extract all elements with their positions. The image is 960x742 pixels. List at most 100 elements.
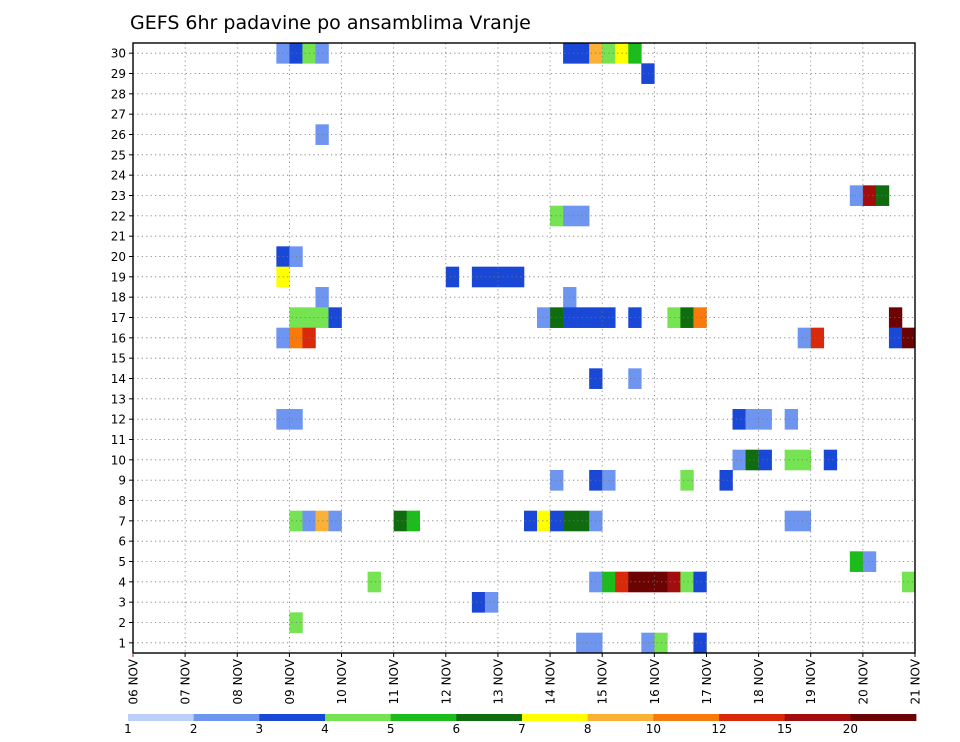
colorbar-tick-label: 15 xyxy=(777,722,792,736)
colorbar-swatch xyxy=(587,714,654,721)
x-tick-label: 11 NOV xyxy=(387,658,401,704)
precip-cell xyxy=(367,571,381,593)
colorbar-tick-label: 3 xyxy=(256,722,264,736)
precip-cell xyxy=(745,449,759,471)
precip-cell xyxy=(667,571,681,593)
colorbar-swatch xyxy=(259,714,326,721)
x-axis: 06 NOV 07 NOV 08 NOV 09 NOV 10 NOV 11 NOV 12 N… xyxy=(127,653,923,705)
x-tick-label: 10 NOV xyxy=(335,658,349,704)
y-axis: 1234567891011121314151617181920212223242… xyxy=(111,47,133,650)
precip-cell xyxy=(693,632,707,654)
y-tick-label: 11 xyxy=(111,433,126,447)
precip-cell xyxy=(550,510,564,532)
precip-cell xyxy=(732,409,746,430)
y-tick-label: 26 xyxy=(111,128,126,142)
y-tick-label: 18 xyxy=(111,291,126,305)
precip-cell xyxy=(901,571,916,593)
x-tick-label: 15 NOV xyxy=(596,658,610,704)
precip-cell xyxy=(654,571,668,593)
precip-cell xyxy=(810,327,825,349)
y-tick-label: 22 xyxy=(111,209,126,223)
precip-cell xyxy=(680,571,694,593)
y-tick-label: 12 xyxy=(111,413,126,427)
precip-cell xyxy=(315,510,329,532)
x-tick-label: 14 NOV xyxy=(544,658,558,704)
x-tick-label: 07 NOV xyxy=(179,658,193,704)
precip-cell xyxy=(484,592,499,613)
y-tick-label: 7 xyxy=(118,514,126,528)
precip-cell xyxy=(758,409,772,430)
precip-cell xyxy=(732,449,746,471)
precip-cell xyxy=(510,266,525,288)
precip-cell xyxy=(328,510,342,532)
precip-cell xyxy=(550,205,564,227)
precip-cell xyxy=(888,307,903,328)
y-tick-label: 16 xyxy=(111,331,126,345)
colorbar-tick-label: 7 xyxy=(518,722,526,736)
y-tick-label: 3 xyxy=(118,596,126,610)
x-tick-label: 18 NOV xyxy=(752,658,766,704)
colorbar-tick-label: 1 xyxy=(124,722,132,736)
colorbar-tick-label: 12 xyxy=(711,722,726,736)
precip-cell xyxy=(406,510,421,532)
precip-cell xyxy=(888,327,903,349)
colorbar-tick-label: 4 xyxy=(321,722,329,736)
y-tick-label: 4 xyxy=(118,575,126,589)
colorbar-tick-label: 8 xyxy=(584,722,592,736)
precip-cell xyxy=(654,632,668,654)
colorbar-tick-label: 10 xyxy=(646,722,661,736)
precip-cell xyxy=(680,307,694,328)
y-tick-label: 10 xyxy=(111,453,126,467)
precip-cell xyxy=(393,510,407,532)
precip-cell xyxy=(849,551,864,572)
precip-cell xyxy=(537,307,551,328)
y-tick-label: 15 xyxy=(111,352,126,366)
colorbar-tick-label: 20 xyxy=(843,722,858,736)
y-tick-label: 28 xyxy=(111,87,126,101)
y-tick-label: 14 xyxy=(111,372,126,386)
precip-cell xyxy=(537,510,551,532)
colorbar-swatch xyxy=(784,714,851,721)
precip-cell xyxy=(550,307,564,328)
precip-cell xyxy=(875,185,890,206)
precip-cell xyxy=(667,307,681,328)
y-tick-label: 29 xyxy=(111,67,126,81)
colorbar-swatch xyxy=(325,714,392,721)
precip-cell xyxy=(680,470,694,491)
precip-cell xyxy=(693,307,707,328)
grid-lines xyxy=(133,43,915,653)
precip-cell xyxy=(315,307,329,328)
precip-cell xyxy=(471,592,486,613)
colorbar-swatch xyxy=(522,714,589,721)
y-tick-label: 2 xyxy=(118,616,126,630)
y-tick-label: 25 xyxy=(111,148,126,162)
x-tick-label: 08 NOV xyxy=(231,658,245,704)
precip-cell xyxy=(550,470,564,491)
y-tick-label: 24 xyxy=(111,169,126,183)
x-tick-label: 21 NOV xyxy=(909,658,923,704)
precip-cell xyxy=(797,449,812,471)
precip-cell xyxy=(484,266,499,288)
colorbar-tick-label: 5 xyxy=(387,722,395,736)
precip-cell xyxy=(797,327,812,349)
y-tick-label: 8 xyxy=(118,494,126,508)
colorbar: 1 2 3 4 5 6 7 8 10 12 15 20 xyxy=(124,714,917,736)
precip-cell xyxy=(784,449,798,471)
y-tick-label: 5 xyxy=(118,555,126,569)
x-tick-label: 19 NOV xyxy=(804,658,818,704)
x-tick-label: 09 NOV xyxy=(283,658,297,704)
x-tick-label: 20 NOV xyxy=(856,658,870,704)
colorbar-tick-label: 2 xyxy=(190,722,198,736)
y-tick-label: 9 xyxy=(118,474,126,488)
y-tick-label: 20 xyxy=(111,250,126,264)
y-tick-label: 13 xyxy=(111,392,126,406)
precip-cell xyxy=(328,307,342,328)
x-tick-label: 16 NOV xyxy=(648,658,662,704)
chart-title: GEFS 6hr padavine po ansamblima Vranje xyxy=(130,12,531,34)
colorbar-swatch xyxy=(653,714,720,721)
x-tick-label: 12 NOV xyxy=(439,658,453,704)
precip-cell xyxy=(315,43,329,64)
colorbar-swatch xyxy=(850,714,917,721)
y-tick-label: 30 xyxy=(111,47,126,61)
